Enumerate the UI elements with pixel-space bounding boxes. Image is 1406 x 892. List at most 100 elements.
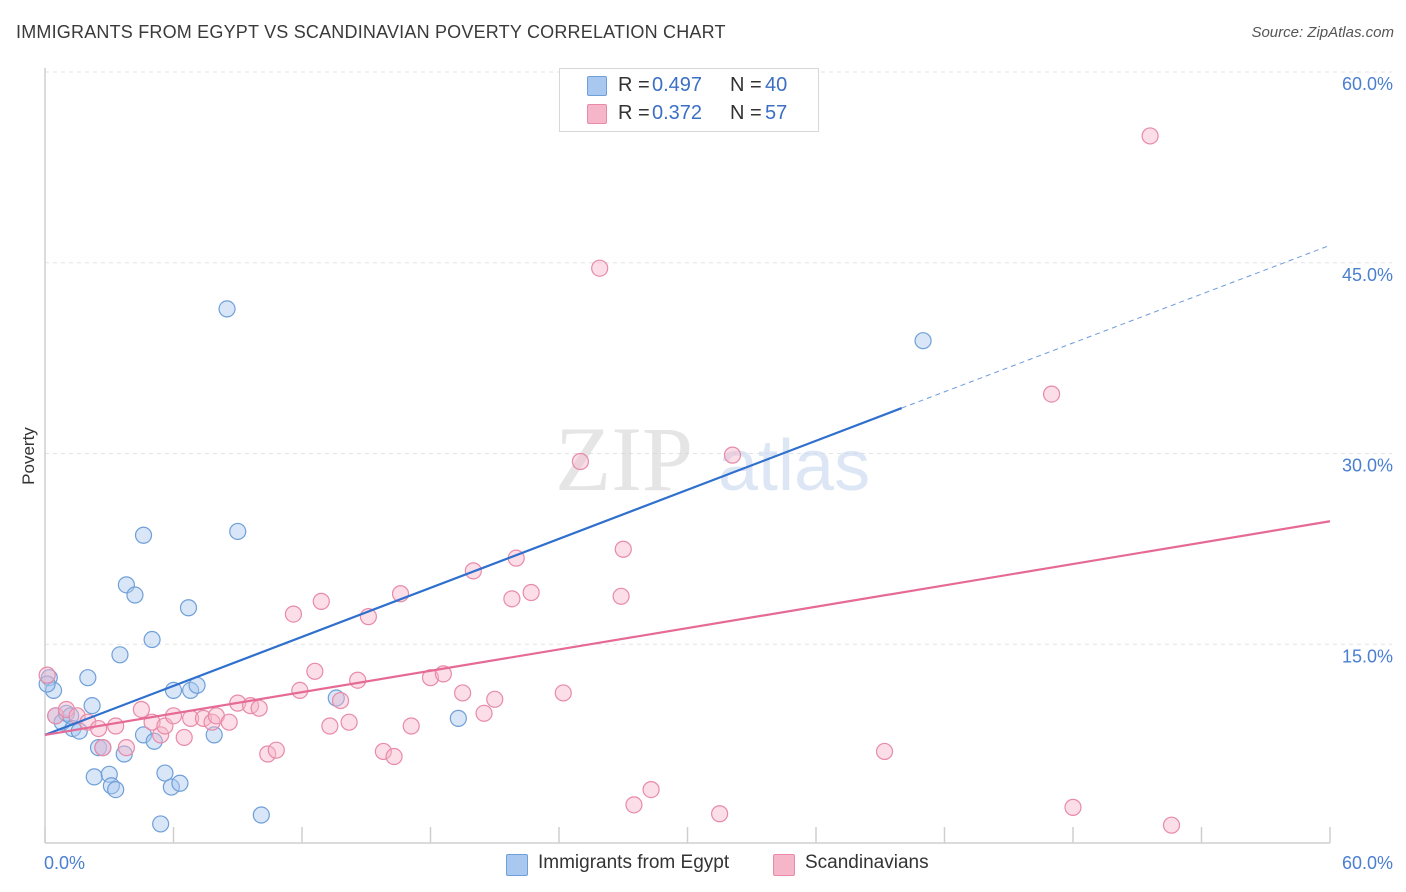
scandinavian-point <box>642 780 660 799</box>
egypt-point <box>115 745 133 763</box>
r-value: 0.497 <box>652 74 703 96</box>
trend-layer <box>44 244 1331 736</box>
scandinavian-point <box>522 583 540 602</box>
scandinavian-point <box>571 452 590 471</box>
n-value: 57 <box>765 102 788 124</box>
egypt-point <box>111 646 129 664</box>
watermark-layer: ZIP atlas <box>555 408 870 510</box>
egypt-point <box>85 768 103 786</box>
scandinavian-point <box>591 259 609 277</box>
scandinavian-point <box>175 728 193 747</box>
egypt-point <box>252 806 270 824</box>
axes-layer <box>44 68 1331 844</box>
scandinavian-point <box>68 707 86 725</box>
scandinavian-point <box>291 681 309 700</box>
scandinavian-point <box>625 796 643 814</box>
y-tick-label: 45.0% <box>1342 265 1393 285</box>
labels-layer: 15.0% 30.0% 45.0% 60.0% 0.0% 60.0% Poverty <box>19 74 1393 873</box>
r-value: 0.372 <box>652 102 703 124</box>
legend-label: Scandinavians <box>805 852 929 873</box>
scandinavian-point <box>312 592 330 610</box>
egypt-point <box>152 815 170 833</box>
blue-swatch <box>587 76 607 96</box>
egypt-point <box>107 780 125 799</box>
watermark-zip: ZIP <box>555 408 693 510</box>
blue-swatch <box>506 854 528 876</box>
scandinavian-point <box>374 742 392 761</box>
scandinavian-point <box>321 717 339 735</box>
scandinavian-point <box>1141 127 1159 145</box>
scandinavian-point <box>94 739 112 757</box>
pink-swatch <box>587 104 607 124</box>
r-label: R = <box>618 102 650 124</box>
scandinavian-point <box>486 690 504 708</box>
scandinavian-point <box>267 741 285 759</box>
egypt-point <box>218 300 236 318</box>
y-tick-label: 15.0% <box>1342 646 1393 666</box>
scandinavian-point <box>250 699 268 717</box>
egypt-point <box>44 681 63 700</box>
egypt-point <box>79 669 97 687</box>
scandinavian-point <box>306 662 324 680</box>
scandinavian-point <box>875 742 894 761</box>
y-axis-title: Poverty <box>19 427 38 485</box>
scandinavian-point <box>1042 385 1061 403</box>
scandinavian-point <box>331 691 350 710</box>
egypt-point <box>89 739 108 757</box>
scandinavian-point <box>259 745 277 763</box>
scandinavian-point <box>194 709 213 727</box>
scandinavian-point <box>284 605 303 623</box>
scandinavian-point <box>340 713 358 731</box>
scandinavian-point <box>57 700 76 719</box>
legend-row-egypt: R = 0.497 N = 40 <box>560 73 818 99</box>
egypt-point <box>449 709 467 727</box>
egypt-point <box>229 522 247 541</box>
x-tick-label: 0.0% <box>44 853 85 873</box>
scandinavian-point <box>454 684 472 702</box>
x-tick-label: 60.0% <box>1342 853 1393 873</box>
scandinavian-point <box>132 700 150 719</box>
egypt-point <box>205 726 223 744</box>
egypt-point <box>162 778 180 796</box>
scandinavian-point <box>421 669 440 687</box>
egypt-point <box>134 526 153 544</box>
pink-swatch <box>773 854 795 876</box>
scandinavian-point <box>220 713 238 731</box>
y-tick-label: 60.0% <box>1342 74 1393 94</box>
scandinavian-point <box>1064 798 1082 816</box>
scandinavian-point <box>402 717 420 735</box>
egypt-point <box>40 669 58 687</box>
egypt-point <box>156 764 174 782</box>
scandinavian-point <box>711 805 729 823</box>
scandinavian-point <box>89 719 108 738</box>
scandinavian-point <box>1162 816 1181 834</box>
scandinavian-point <box>349 671 367 689</box>
scandinavian-point <box>117 739 135 757</box>
scandinavian-point <box>107 717 125 735</box>
scandinavian-point <box>614 540 632 558</box>
n-label: N = <box>730 74 762 96</box>
chart-title: IMMIGRANTS FROM EGYPT VS SCANDINAVIAN PO… <box>16 22 726 42</box>
y-tick-label: 30.0% <box>1342 456 1393 476</box>
legend-label: Immigrants from Egypt <box>538 852 730 873</box>
scandinavian-point <box>723 446 742 464</box>
series-legend: Immigrants from Egypt Scandinavians <box>0 852 1406 878</box>
grid-layer <box>45 71 1392 645</box>
egypt-point <box>126 586 144 604</box>
r-label: R = <box>618 74 650 96</box>
egypt-point <box>914 332 932 350</box>
scandinavian-point <box>612 587 630 605</box>
scandinavian-point <box>164 707 183 725</box>
scandinavian-trend-line <box>44 520 1331 736</box>
egypt-point <box>134 726 153 744</box>
source-label: Source: ZipAtlas.com <box>1251 24 1394 41</box>
scandinavian-point <box>475 704 493 722</box>
egypt-point <box>171 774 189 792</box>
scandinavian-point <box>554 684 572 702</box>
legend-row-scandinavians: R = 0.372 N = 57 <box>560 101 818 127</box>
egypt-point <box>179 599 198 617</box>
egypt-trend-line <box>44 407 903 736</box>
scandinavian-point <box>152 726 170 744</box>
egypt-trend-extension <box>901 244 1331 409</box>
